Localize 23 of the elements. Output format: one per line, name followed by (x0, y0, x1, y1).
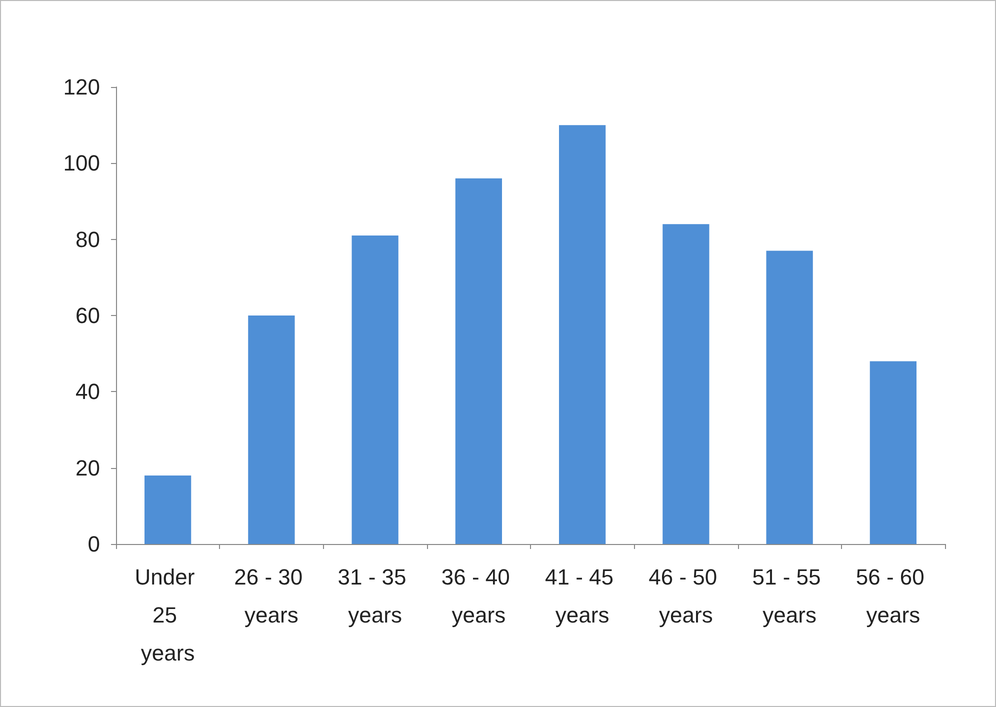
bar (352, 236, 398, 544)
bar (766, 250, 813, 544)
x-tick-label: Under 25 years (134, 564, 201, 666)
y-tick-label: 100 (63, 150, 100, 176)
x-tick-label: 46 - 50 years (648, 564, 724, 628)
x-tick-label: 36 - 40 years (441, 564, 516, 628)
y-tick-label: 40 (76, 379, 100, 404)
bar (558, 125, 606, 544)
x-tick-label: 51 - 55 years (752, 564, 827, 628)
x-tick-label: 41 - 45 years (545, 564, 620, 628)
bar (455, 178, 502, 544)
y-tick-label: 120 (63, 74, 100, 100)
x-tick-label: 26 - 30 years (234, 564, 309, 628)
y-tick-label: 60 (76, 303, 100, 328)
y-tick-label: 80 (76, 226, 100, 252)
x-tick-label: 56 - 60 years (856, 564, 930, 628)
bar (248, 316, 295, 544)
bar (870, 361, 917, 544)
y-tick-label: 20 (76, 455, 100, 480)
x-tick-label: 31 - 35 years (338, 564, 412, 628)
y-tick-label: 0 (88, 532, 100, 556)
bar (662, 224, 710, 544)
bar (144, 475, 192, 544)
